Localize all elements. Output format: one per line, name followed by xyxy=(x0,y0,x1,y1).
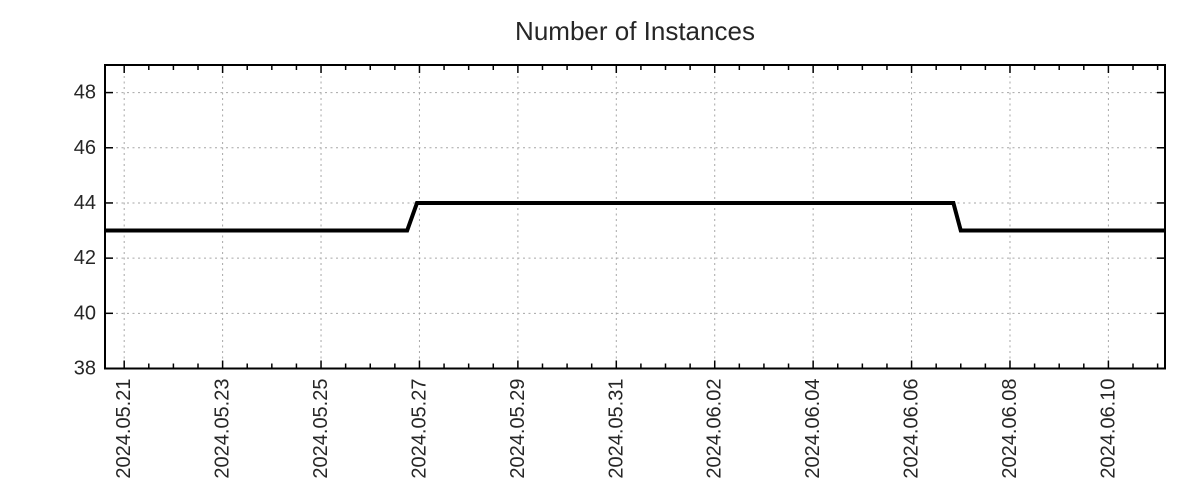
plot-border-rect xyxy=(104,64,1166,370)
x-tick-label: 2024.05.29 xyxy=(507,379,529,479)
x-tick-label: 2024.06.04 xyxy=(802,379,824,479)
grid-lines xyxy=(105,65,1165,369)
y-tick-label: 42 xyxy=(74,247,96,269)
x-tick-label: 2024.06.02 xyxy=(704,379,726,479)
series-line-instances xyxy=(105,200,1165,233)
y-tick-label: 38 xyxy=(74,358,96,380)
x-tick-label: 2024.05.31 xyxy=(605,379,627,479)
axis-tick-labels: 38 40 42 44 46 48 2024.05.21 2024.05.23 2024.05.… xyxy=(74,82,1120,479)
y-tick-label: 40 xyxy=(74,302,96,324)
y-tick-label: 48 xyxy=(74,82,96,104)
chart-title: Number of Instances xyxy=(515,16,755,46)
x-tick-label: 2024.05.21 xyxy=(113,379,135,479)
x-tick-label: 2024.06.10 xyxy=(1097,379,1119,479)
y-tick-label: 46 xyxy=(74,137,96,159)
x-tick-label: 2024.05.25 xyxy=(310,379,332,479)
y-tick-label: 44 xyxy=(74,192,96,214)
plot-border xyxy=(104,64,1166,370)
x-tick-label: 2024.05.27 xyxy=(408,379,430,479)
data-series xyxy=(105,200,1165,233)
x-tick-label: 2024.06.08 xyxy=(999,379,1021,479)
x-tick-label: 2024.05.23 xyxy=(212,379,234,479)
axis-ticks xyxy=(105,65,1165,370)
x-tick-label: 2024.06.06 xyxy=(901,379,923,479)
